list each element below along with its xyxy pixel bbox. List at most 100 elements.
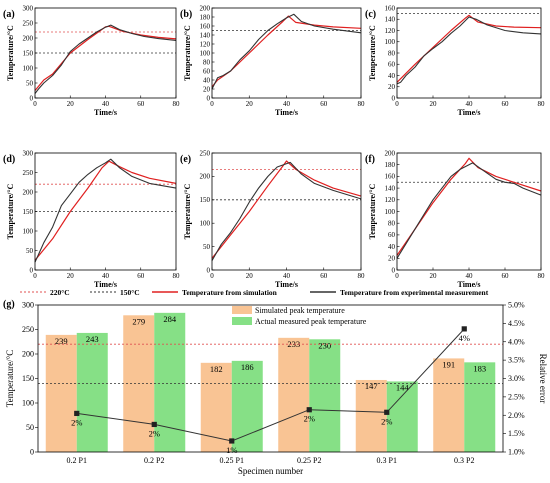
y2-tick-label: 4.5% xyxy=(508,319,525,328)
x-axis-label: Time/s xyxy=(94,108,117,117)
y-tick-label: 160 xyxy=(385,4,396,12)
x-tick-label: 0 xyxy=(210,100,214,108)
line-chart-1: 0 20 40 60 80 0 50 100 150 200 250 300 Time/s Tempera… xyxy=(3,4,180,117)
y-tick-label: 100 xyxy=(22,399,34,408)
x-tick-label: 60 xyxy=(502,272,510,280)
x-tick-label: 20 xyxy=(430,272,438,280)
y-tick-label: 60 xyxy=(388,61,396,69)
y-tick-label: 200 xyxy=(23,188,34,196)
y-tick-label: 0 xyxy=(207,266,211,274)
plot-frame xyxy=(396,7,542,99)
line-chart-6: 0 20 40 60 80 0 20 40 60 80 100 120 140 160 180 200 Time… xyxy=(365,149,545,289)
simulated-bar xyxy=(433,358,465,452)
measured-bar-value: 284 xyxy=(163,314,177,324)
y-tick-label: 250 xyxy=(23,169,34,177)
panel-label: (c) xyxy=(365,9,376,20)
y2-tick-label: 3.0% xyxy=(508,374,525,383)
line-chart-2: 0 20 40 60 80020406080100120140160180200Time… xyxy=(180,4,365,117)
panel-label: (g) xyxy=(3,299,15,310)
simulated-bar xyxy=(200,362,232,452)
legend-sim-label: Temperature from simulation xyxy=(182,288,278,297)
bar-panel: 239 243 0.2 P1 279 284 0.2 P2 182 186 0.25 P1 233… xyxy=(3,299,548,476)
simulated-bar xyxy=(278,337,310,452)
y-tick-label: 200 xyxy=(200,4,211,12)
x-tick-label: 80 xyxy=(358,100,366,108)
x-tick-label: 80 xyxy=(538,100,546,108)
y-tick-label: 0 xyxy=(30,94,34,102)
legend: 220°C 150°C Temperature from simulation … xyxy=(20,288,489,297)
y2-tick-label: 2.5% xyxy=(508,392,525,401)
y2-tick-label: 4.0% xyxy=(508,337,525,346)
simulation-line xyxy=(211,15,362,88)
y-tick-label: 50 xyxy=(26,423,34,432)
line-chart-4: 0 20 40 60 80 0 50 100 150 200 250 300 Time/s Tempera… xyxy=(3,149,180,289)
y-tick-label: 50 xyxy=(26,79,34,87)
y2-axis-label: Relative error xyxy=(538,354,548,404)
y-axis-label: Temperature/°C xyxy=(6,25,15,81)
y-tick-label: 140 xyxy=(385,16,396,24)
measured-bar xyxy=(464,362,496,452)
legend-simulated-swatch xyxy=(232,306,252,314)
plot-frame xyxy=(211,152,362,271)
relative-error-marker xyxy=(229,438,235,444)
x-tick-label: 80 xyxy=(173,272,181,280)
panel-label: (e) xyxy=(180,154,191,165)
bar-legend: Simulated peak temperature Actual measure… xyxy=(232,306,367,326)
y2-tick-label: 3.5% xyxy=(508,356,525,365)
y-tick-label: 200 xyxy=(385,149,396,157)
relative-error-line xyxy=(76,328,465,442)
measured-bar xyxy=(386,381,418,452)
y-tick-label: 140 xyxy=(200,31,211,39)
legend-exp-label: Temperature from experimental measuremen… xyxy=(340,288,489,297)
y-axis-label: Temperature/°C xyxy=(183,25,192,81)
y-tick-label: 100 xyxy=(200,49,211,57)
y-tick-label: 250 xyxy=(23,19,34,27)
x-tick-label: 80 xyxy=(358,272,366,280)
x-tick-label: 20 xyxy=(246,100,254,108)
measured-bar xyxy=(309,339,341,452)
plot-frame xyxy=(211,7,362,99)
x-tick-label: 0 xyxy=(395,100,399,108)
y-tick-label: 150 xyxy=(22,374,34,383)
legend-measured-label: Actual measured peak temperature xyxy=(255,317,367,326)
relative-error-label: 1% xyxy=(226,445,237,455)
x-tick-label: 60 xyxy=(320,100,328,108)
y-tick-label: 60 xyxy=(203,67,211,75)
y-tick-label: 300 xyxy=(23,4,34,12)
measured-bar-value: 144 xyxy=(396,382,410,392)
category-label: 0.3 P1 xyxy=(377,456,397,465)
experimental-line xyxy=(34,24,177,94)
simulated-bar-value: 191 xyxy=(442,359,455,369)
y-tick-label: 80 xyxy=(388,49,396,57)
x-tick-label: 0 xyxy=(33,272,37,280)
y-tick-label: 200 xyxy=(22,350,34,359)
simulated-bar-value: 147 xyxy=(365,381,378,391)
y-tick-label: 100 xyxy=(23,227,34,235)
x-tick-label: 0 xyxy=(33,100,37,108)
x-tick-label: 80 xyxy=(173,100,181,108)
y-tick-label: 200 xyxy=(200,173,211,181)
x-tick-label: 60 xyxy=(137,100,145,108)
y-tick-label: 60 xyxy=(388,231,396,239)
y-axis-label: Temperature/°C xyxy=(6,183,15,239)
x-tick-label: 40 xyxy=(102,272,110,280)
y-axis-label: Temperature/°C xyxy=(368,183,377,239)
y2-tick-label: 1.0% xyxy=(508,448,525,457)
legend-simulated-label: Simulated peak temperature xyxy=(255,306,345,315)
category-label: 0.25 P1 xyxy=(220,456,244,465)
y-tick-label: 40 xyxy=(203,76,211,84)
simulation-line xyxy=(34,25,177,91)
x-tick-label: 60 xyxy=(502,100,510,108)
x-axis-label: Time/s xyxy=(275,108,298,117)
x-axis-label: Time/s xyxy=(275,280,298,289)
relative-error-marker xyxy=(384,409,390,415)
simulation-line xyxy=(34,160,177,261)
simulation-line xyxy=(396,14,542,83)
relative-error-marker xyxy=(306,407,312,413)
relative-error-label: 4% xyxy=(459,333,470,343)
relative-error-label: 2% xyxy=(381,416,392,426)
y-tick-label: 0 xyxy=(392,266,396,274)
x-tick-label: 80 xyxy=(538,272,546,280)
x-axis-label: Time/s xyxy=(94,280,117,289)
